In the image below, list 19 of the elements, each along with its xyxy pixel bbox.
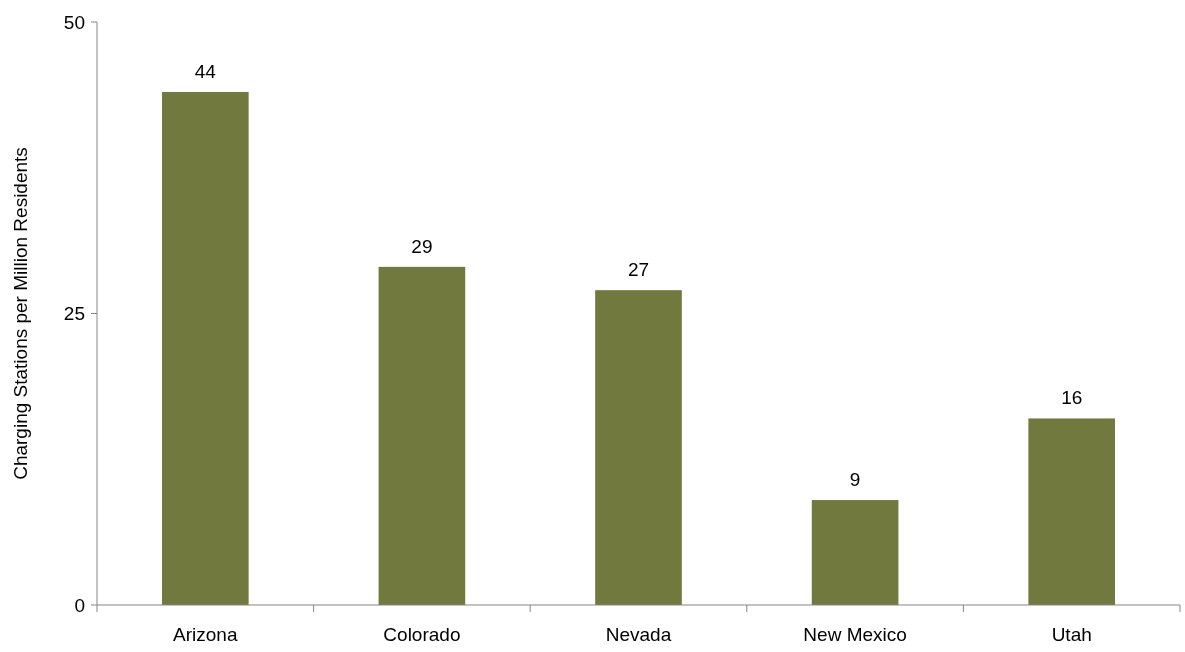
bar (1028, 418, 1116, 605)
x-tick-label: Arizona (173, 624, 238, 645)
y-axis-title: Charging Stations per Million Residents (10, 147, 31, 480)
y-tick-label: 50 (63, 11, 85, 33)
x-tick-label: Colorado (383, 624, 461, 645)
x-tick-label: Nevada (605, 624, 672, 645)
x-tick-label: Utah (1051, 624, 1092, 645)
x-tick-label: New Mexico (803, 624, 907, 645)
data-label: 9 (849, 469, 861, 491)
data-label: 29 (411, 235, 433, 257)
bar (811, 500, 899, 605)
data-label: 44 (194, 60, 217, 82)
data-label: 16 (1061, 387, 1083, 409)
bar (378, 266, 466, 605)
bar (161, 91, 249, 605)
y-tick-label: 0 (74, 594, 85, 616)
bar (595, 290, 682, 605)
y-tick-label: 25 (63, 303, 85, 325)
data-label: 27 (627, 259, 650, 281)
